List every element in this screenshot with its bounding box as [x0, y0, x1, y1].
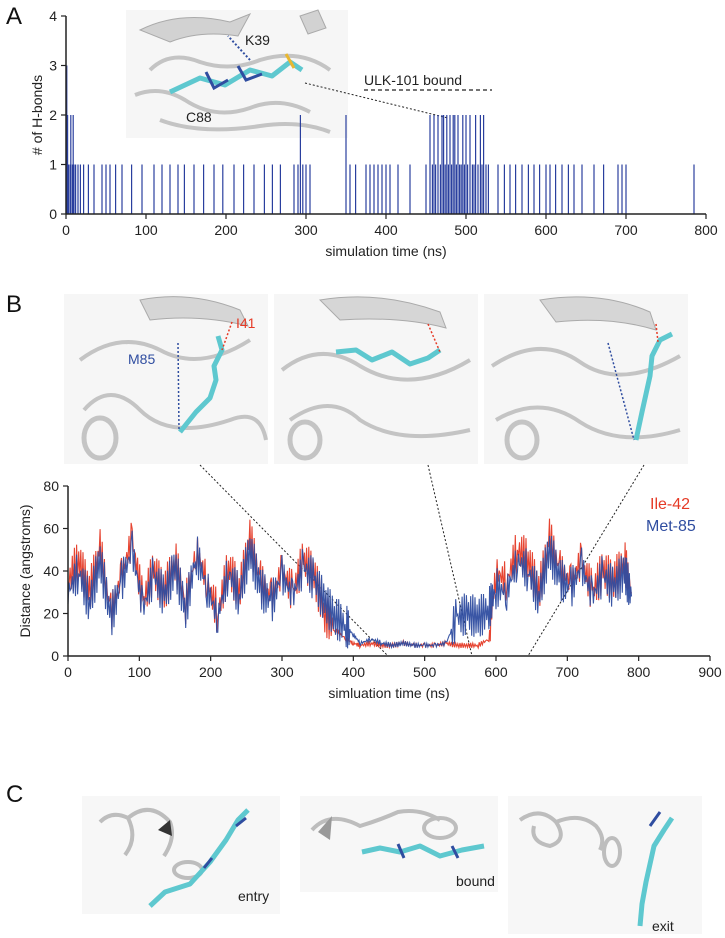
y-axis-title: Distance (angstroms): [17, 504, 33, 637]
y-tick-label: 1: [49, 157, 57, 173]
x-tick-label: 500: [454, 222, 478, 238]
x-tick-label: 0: [62, 222, 70, 238]
exit-label: exit: [652, 918, 674, 934]
c88-label: C88: [186, 109, 212, 125]
x-tick-label: 900: [698, 664, 722, 680]
x-axis-title: simluation time (ns): [328, 685, 449, 701]
legend-met85: Met-85: [646, 518, 696, 535]
x-axis-title: simulation time (ns): [325, 243, 446, 259]
entry-label: entry: [238, 888, 269, 904]
panel-b-inset-exit: [484, 294, 688, 464]
panel-c-exit: exit: [508, 796, 702, 934]
panel-b-inset-entry: M85 I41: [64, 294, 268, 464]
met85-line: [67, 530, 633, 650]
x-tick-label: 200: [214, 222, 238, 238]
x-tick-label: 300: [294, 222, 318, 238]
m85-label: M85: [128, 351, 155, 367]
y-tick-label: 20: [43, 606, 59, 622]
panel-c-bound: bound: [300, 796, 498, 892]
x-tick-label: 600: [534, 222, 558, 238]
k39-label: K39: [245, 32, 270, 48]
hbond-chart: 0 100 200 300 400 500 600 700 800 0 1 2 3 4 simulation…: [29, 8, 718, 259]
y-tick-label: 0: [51, 648, 59, 664]
ile42-line: [67, 518, 633, 650]
panel-b: M85 I41 0 100 200 300 400 500 600 700 800 900 0 20 4…: [17, 294, 722, 701]
inset-connector-b1: [199, 464, 389, 657]
y-tick-label: 60: [43, 521, 59, 537]
panel-a-structure-inset: K39 C88: [126, 9, 348, 138]
inset-connector-b3: [527, 464, 645, 657]
x-tick-label: 400: [374, 222, 398, 238]
y-tick-label: 4: [49, 8, 57, 24]
y-tick-label: 2: [49, 107, 57, 123]
x-tick-label: 300: [270, 664, 294, 680]
panel-label-c: C: [6, 781, 23, 808]
y-tick-label: 0: [49, 206, 57, 222]
y-tick-label: 40: [43, 563, 59, 579]
x-tick-label: 100: [134, 222, 158, 238]
x-tick-label: 800: [627, 664, 651, 680]
x-tick-label: 100: [128, 664, 152, 680]
panel-c-entry: entry: [82, 796, 280, 914]
panel-c: entry bound exit: [82, 796, 702, 934]
x-tick-label: 200: [199, 664, 223, 680]
legend-ile42: Ile-42: [650, 496, 690, 513]
panel-label-b: B: [6, 291, 22, 318]
x-tick-label: 600: [484, 664, 508, 680]
i41-label: I41: [236, 315, 256, 331]
inset-connector-a: [304, 82, 449, 119]
panel-b-inset-bound: [274, 294, 478, 464]
y-tick-label: 80: [43, 478, 59, 494]
x-tick-label: 700: [556, 664, 580, 680]
panel-a: K39 C88 ULK-101 bound 0 100 200 300 400 500 60…: [29, 8, 718, 259]
panel-label-a: A: [6, 3, 22, 30]
x-tick-label: 700: [614, 222, 638, 238]
bound-label: bound: [456, 873, 495, 889]
x-tick-label: 500: [413, 664, 437, 680]
x-tick-label: 800: [694, 222, 718, 238]
distance-chart: 0 100 200 300 400 500 600 700 800 900 0 20 40 60 80 sim…: [17, 478, 722, 701]
inset-connector-b2: [427, 464, 473, 657]
bound-annotation: ULK-101 bound: [364, 72, 462, 88]
y-axis-title: # of H-bonds: [29, 75, 45, 155]
y-tick-label: 3: [49, 58, 57, 74]
x-tick-label: 0: [64, 664, 72, 680]
x-tick-label: 400: [342, 664, 366, 680]
